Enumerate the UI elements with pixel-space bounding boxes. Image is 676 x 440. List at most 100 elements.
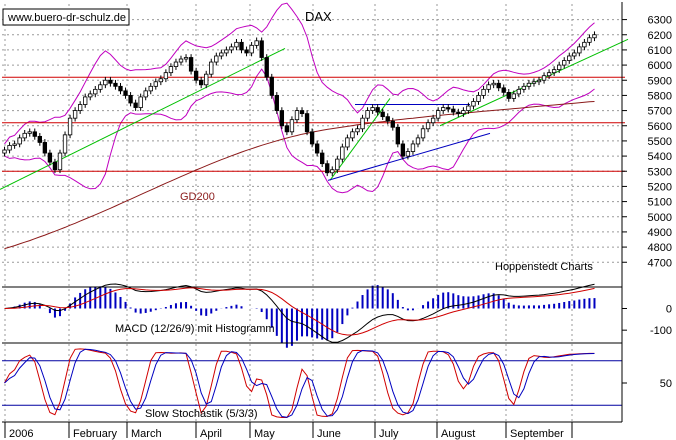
candle-body <box>193 70 199 81</box>
stochastic-title: Slow Stochastik (5/3/3) <box>145 408 258 420</box>
candle-body <box>380 111 385 118</box>
candle-body <box>77 104 83 111</box>
candle-body <box>98 84 103 90</box>
candle-body <box>274 95 279 111</box>
y-tick-label: 4900 <box>648 227 672 239</box>
candle-body <box>521 85 527 90</box>
candle-body <box>551 69 557 74</box>
candle-body <box>501 87 506 93</box>
uptrend-line <box>0 47 286 190</box>
candle-body <box>224 49 229 54</box>
candle-body <box>284 125 290 133</box>
candle-body <box>330 169 335 174</box>
candle-body <box>12 143 17 146</box>
candle-body <box>103 79 108 86</box>
candle-body <box>158 78 164 83</box>
candle-body <box>385 116 390 122</box>
candle-body <box>435 110 441 119</box>
gd200-label: GD200 <box>180 191 215 203</box>
candle-body <box>430 117 436 124</box>
candle-body <box>42 142 48 154</box>
candle-body <box>52 161 58 171</box>
candle-body <box>395 126 400 145</box>
candle-body <box>214 55 219 63</box>
y-tick-label: 5400 <box>648 151 672 163</box>
y-tick-label: 4700 <box>648 257 672 269</box>
candle-body <box>531 81 537 84</box>
candle-body <box>562 60 567 66</box>
candle-body <box>441 107 446 111</box>
candle-body <box>173 61 179 67</box>
candle-body <box>239 41 244 51</box>
candle-body <box>249 44 254 54</box>
x-tick-label: March <box>131 428 162 440</box>
x-tick-label: August <box>441 428 475 440</box>
lower-band-line <box>4 68 595 194</box>
candle-body <box>587 37 592 43</box>
chart-title: DAX <box>305 9 332 24</box>
y-tick-label: 5700 <box>648 106 672 118</box>
candle-body <box>7 145 12 151</box>
candle-body <box>57 152 63 171</box>
candle-body <box>304 113 310 133</box>
candle-body <box>355 128 360 133</box>
upper-band-line <box>4 2 595 145</box>
candle-body <box>325 163 330 174</box>
candle-body <box>72 110 78 119</box>
uptrend-line <box>329 98 391 181</box>
candle-body <box>22 132 27 139</box>
candle-body <box>572 52 577 57</box>
x-tick-label: April <box>200 428 222 440</box>
y-tick-label: 5100 <box>648 197 672 209</box>
candle-body <box>254 40 259 46</box>
candle-body <box>481 88 486 96</box>
y-tick-label: 5800 <box>648 90 672 102</box>
candle-body <box>199 79 204 86</box>
x-tick-label: July <box>379 428 399 440</box>
candle-body <box>188 57 194 72</box>
candle-body <box>446 107 451 110</box>
candle-body <box>350 131 355 139</box>
candle-body <box>113 82 118 87</box>
candle-body <box>168 66 174 74</box>
watermark-box <box>2 8 130 26</box>
candle-body <box>163 72 169 80</box>
candle-body <box>476 95 481 102</box>
y-tick-label: 5200 <box>648 181 672 193</box>
candle-body <box>133 102 138 108</box>
candle-body <box>345 137 350 148</box>
x-tick-label: June <box>317 428 341 440</box>
candle-body <box>466 105 471 111</box>
candle-body <box>526 82 532 87</box>
candle-body <box>118 85 123 92</box>
candle-body <box>456 111 461 115</box>
stochastic-d-line <box>4 348 595 418</box>
x-tick-label: 2006 <box>9 428 33 440</box>
candle-body <box>209 61 214 75</box>
candle-body <box>577 46 582 54</box>
candle-body <box>511 93 516 99</box>
y-tick-label: 4800 <box>648 242 672 254</box>
candle-body <box>178 58 184 63</box>
candle-body <box>370 107 375 111</box>
candle-body <box>471 101 476 107</box>
macd-panel <box>4 283 596 348</box>
candle-body <box>219 52 224 57</box>
y-tick-label: 5300 <box>648 166 672 178</box>
source-label: Hoppenstedt Charts <box>495 261 593 273</box>
gd200-series <box>4 101 595 250</box>
candle-body <box>340 146 345 160</box>
candle-body <box>269 76 274 96</box>
y-tick-label: 5000 <box>648 212 672 224</box>
candle-body <box>314 143 320 154</box>
candle-body <box>138 96 143 108</box>
candle-body <box>289 119 295 133</box>
candle-body <box>123 90 128 96</box>
stochastic-panel <box>2 348 622 418</box>
candle-body <box>204 73 209 86</box>
candle-body <box>410 143 416 152</box>
candle-body <box>108 79 113 84</box>
candle-body <box>143 90 148 98</box>
candle-body <box>37 135 42 143</box>
